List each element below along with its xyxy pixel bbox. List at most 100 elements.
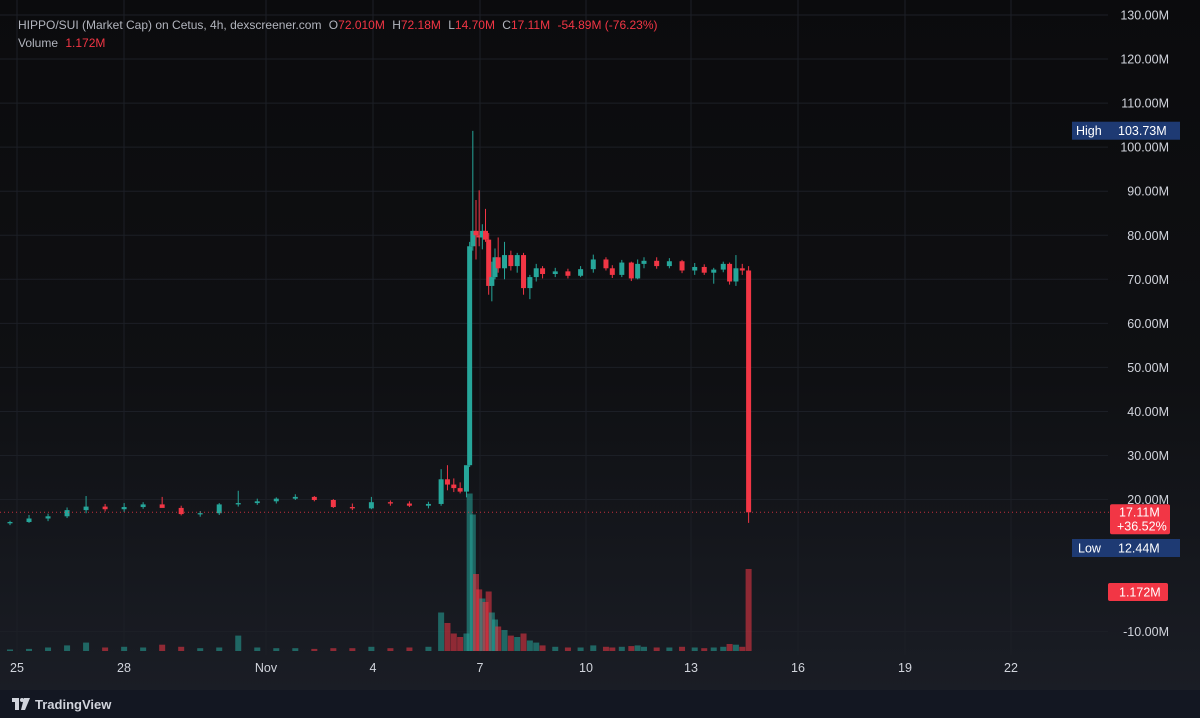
volume-label[interactable]: Volume	[18, 36, 59, 50]
candle-body	[349, 507, 355, 509]
last-price-tag: 17.11M +36.52%	[1110, 504, 1170, 535]
time-axis-label: 7	[477, 661, 484, 675]
volume-bar	[292, 648, 299, 651]
price-axis[interactable]: 130.00M 120.00M 110.00M 100.00M 90.00M 80.00M…	[1120, 9, 1169, 640]
high-label: H	[392, 18, 401, 32]
candle-body	[495, 257, 501, 269]
candle-body	[330, 499, 336, 508]
volume-bar	[710, 647, 717, 651]
open-value: 72.010M	[338, 18, 385, 32]
candle-body	[273, 498, 279, 502]
candle-body	[83, 506, 89, 511]
candle-body	[508, 255, 514, 267]
volume-bar	[492, 619, 499, 651]
change-value: -54.89M (-76.23%)	[557, 18, 658, 32]
volume-bar	[311, 648, 318, 651]
time-axis-label: 19	[898, 661, 912, 675]
candle-body	[727, 263, 733, 282]
time-axis-label: 25	[10, 661, 24, 675]
price-axis-label: 40.00M	[1127, 405, 1169, 419]
volume-bar	[539, 645, 546, 651]
volume-bar	[526, 640, 533, 651]
candle-body	[514, 255, 520, 267]
price-axis-label: 100.00M	[1120, 141, 1169, 155]
chart-legend: HIPPO/SUI (Market Cap) on Cetus, 4h, dex…	[18, 16, 658, 52]
volume-bar	[533, 642, 540, 651]
candle-body	[603, 259, 609, 269]
candle-body	[578, 269, 584, 276]
candle-body	[235, 503, 241, 505]
volume-bar	[330, 648, 337, 651]
candle-body	[470, 230, 476, 247]
symbol-title[interactable]: HIPPO/SUI (Market Cap) on Cetus, 4h, dex…	[18, 18, 322, 32]
low-tag-value: 12.44M	[1118, 542, 1160, 556]
time-axis-label: 16	[791, 661, 805, 675]
volume-bar	[577, 647, 584, 651]
candle-body	[540, 268, 546, 275]
candlestick-chart[interactable]: 130.00M 120.00M 110.00M 100.00M 90.00M 80.00M…	[0, 0, 1200, 690]
price-axis-label: -10.00M	[1123, 625, 1169, 639]
candle-body	[502, 255, 508, 269]
volume-bar	[628, 646, 635, 651]
volume-tag: 1.172M	[1108, 583, 1168, 601]
high-value: 72.18M	[400, 18, 441, 32]
time-axis-label: 4	[370, 661, 377, 675]
price-axis-label: 80.00M	[1127, 229, 1169, 243]
close-value: 17.11M	[510, 18, 551, 32]
high-tag-value: 103.73M	[1118, 124, 1167, 138]
candle-body	[451, 484, 457, 489]
candle-body	[178, 507, 184, 515]
candle-body	[701, 266, 707, 273]
volume-bar	[501, 630, 508, 651]
volume-bar	[235, 635, 242, 651]
candle-body	[552, 271, 558, 275]
candle-body	[102, 506, 108, 510]
time-axis-label: 22	[1004, 661, 1018, 675]
volume-bar	[720, 646, 727, 651]
candle-body	[476, 235, 482, 238]
time-axis[interactable]: 25 28 Nov 4 7 10 13 16 19 22	[10, 661, 1018, 675]
candle-body	[635, 263, 641, 279]
volume-bar	[609, 647, 616, 651]
volume-bar	[739, 646, 746, 651]
open-label: O	[328, 18, 339, 32]
candle-body	[565, 271, 571, 276]
volume-bar	[679, 646, 686, 651]
grid	[0, 0, 1108, 655]
price-axis-label: 70.00M	[1127, 273, 1169, 287]
volume-bar	[140, 647, 147, 651]
volume-bar	[564, 647, 571, 651]
price-axis-label: 20.00M	[1127, 493, 1169, 507]
chart-plot-area[interactable]: 130.00M 120.00M 110.00M 100.00M 90.00M 80.00M…	[0, 0, 1200, 690]
volume-bar	[507, 635, 514, 651]
volume-bar	[438, 612, 445, 651]
volume-bar	[641, 646, 647, 651]
candle-body	[463, 465, 469, 492]
price-axis-label: 30.00M	[1127, 449, 1169, 463]
time-axis-label: 13	[684, 661, 698, 675]
price-axis-label: 130.00M	[1120, 9, 1169, 23]
volume-bar	[83, 642, 90, 651]
price-axis-label: 120.00M	[1120, 53, 1169, 67]
candle-body	[45, 516, 51, 519]
price-axis-label: 110.00M	[1121, 97, 1169, 111]
volume-bar	[178, 646, 185, 651]
volume-bar	[457, 637, 464, 651]
volume-bar	[425, 646, 432, 651]
legend-ohlc-row: HIPPO/SUI (Market Cap) on Cetus, 4h, dex…	[18, 16, 658, 34]
volume-bar	[26, 648, 33, 651]
candle-body	[590, 259, 596, 270]
candle-body	[64, 510, 70, 517]
high-tag: High 103.73M	[1072, 121, 1180, 140]
candle-body	[746, 270, 752, 513]
close-label: C	[502, 18, 511, 32]
tradingview-logo[interactable]: TradingView	[12, 692, 111, 716]
candle-body	[159, 504, 165, 508]
candle-body	[7, 522, 13, 524]
candle-body	[121, 507, 127, 510]
volume-bar	[7, 649, 13, 651]
legend-volume-row: Volume 1.172M	[18, 34, 658, 52]
volume-bar	[618, 646, 625, 651]
volume-bar	[387, 648, 394, 651]
high-tag-label: High	[1076, 124, 1102, 138]
